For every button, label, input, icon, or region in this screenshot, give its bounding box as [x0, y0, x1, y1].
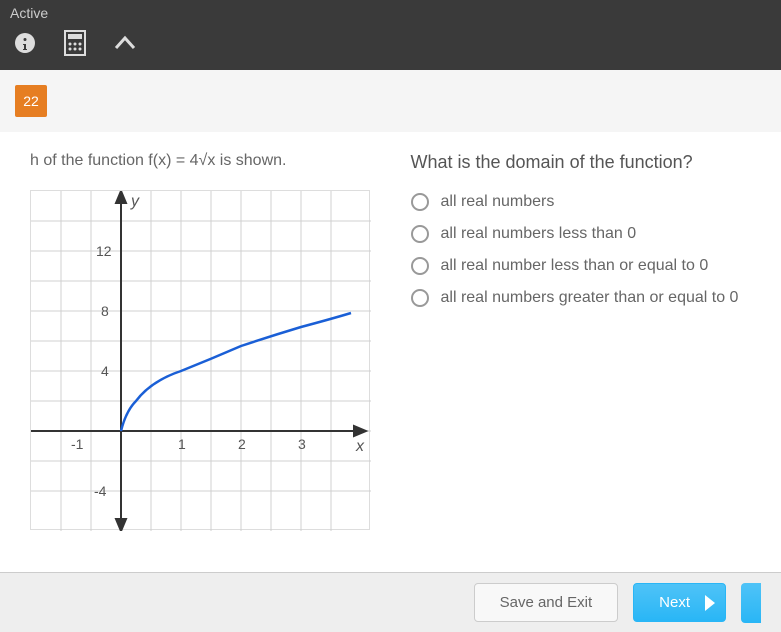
option-label: all real number less than or equal to 0: [441, 257, 709, 275]
calculator-icon[interactable]: [60, 28, 90, 58]
option-1[interactable]: all real numbers: [411, 193, 752, 211]
info-icon[interactable]: [10, 28, 40, 58]
svg-text:x: x: [355, 438, 365, 455]
svg-text:3: 3: [298, 436, 306, 452]
radio-icon: [411, 225, 429, 243]
radio-icon: [411, 257, 429, 275]
function-description: h of the function f(x) = 4√x is shown.: [30, 152, 371, 170]
partial-button[interactable]: [741, 583, 761, 623]
option-label: all real numbers: [441, 193, 555, 211]
option-label: all real numbers greater than or equal t…: [441, 289, 739, 307]
active-tab-label: Active: [10, 5, 48, 21]
svg-text:4: 4: [101, 363, 109, 379]
left-column: h of the function f(x) = 4√x is shown.: [30, 152, 371, 552]
toolbar-icons: [10, 28, 140, 58]
content-area: h of the function f(x) = 4√x is shown.: [0, 132, 781, 572]
svg-text:2: 2: [238, 436, 246, 452]
radio-icon: [411, 289, 429, 307]
save-exit-button[interactable]: Save and Exit: [474, 583, 619, 622]
svg-text:y: y: [130, 193, 140, 210]
svg-text:-1: -1: [71, 436, 84, 452]
bottom-bar: Save and Exit Next: [0, 572, 781, 632]
radio-icon: [411, 193, 429, 211]
svg-text:-4: -4: [94, 483, 107, 499]
up-arrow-icon[interactable]: [110, 28, 140, 58]
option-3[interactable]: all real number less than or equal to 0: [411, 257, 752, 275]
question-prompt: What is the domain of the function?: [411, 152, 752, 173]
svg-text:1: 1: [178, 436, 186, 452]
svg-text:12: 12: [96, 243, 112, 259]
option-2[interactable]: all real numbers less than 0: [411, 225, 752, 243]
option-4[interactable]: all real numbers greater than or equal t…: [411, 289, 752, 307]
graph: y x 12 8 4 -4 -1 1 2 3: [30, 190, 370, 530]
top-toolbar: Active: [0, 0, 781, 70]
option-label: all real numbers less than 0: [441, 225, 637, 243]
next-button[interactable]: Next: [633, 583, 726, 622]
right-column: What is the domain of the function? all …: [411, 152, 752, 552]
question-number-badge: 22: [15, 85, 47, 117]
svg-text:8: 8: [101, 303, 109, 319]
